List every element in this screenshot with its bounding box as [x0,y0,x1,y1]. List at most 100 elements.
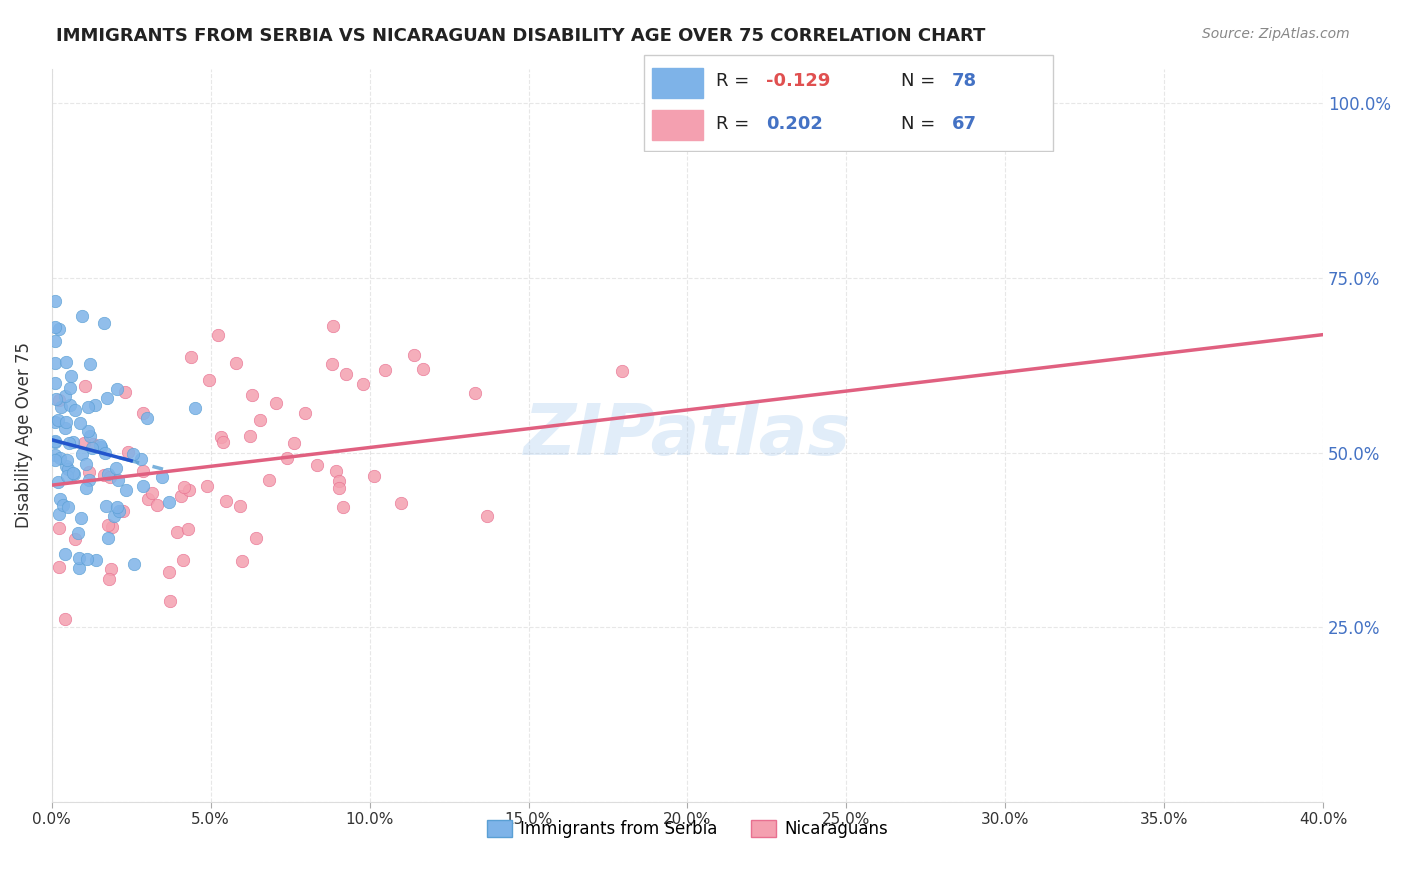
Point [44,434,66,449]
Point [82,437,104,451]
Point [59,369,82,384]
Point [49,451,72,466]
Point [79,465,101,479]
Text: N =: N = [901,115,941,133]
Point [132,406,155,420]
Point [96,391,118,405]
Point [84,553,107,567]
Point [475,508,498,523]
Text: R =: R = [716,115,755,133]
Point [97,572,120,586]
Point [173,480,195,494]
Text: ZIPatlas: ZIPatlas [524,401,851,469]
Point [77,424,100,438]
Point [53,420,76,434]
Y-axis label: Disability Age Over 75: Disability Age Over 75 [15,342,32,528]
Text: IMMIGRANTS FROM SERBIA VS NICARAGUAN DISABILITY AGE OVER 75 CORRELATION CHART: IMMIGRANTS FROM SERBIA VS NICARAGUAN DIS… [56,27,986,45]
Point [69,416,91,430]
Point [44,293,66,308]
Point [231,554,253,568]
Point [229,499,252,513]
Point [212,435,235,450]
Point [214,494,236,508]
Point [264,395,287,409]
Point [65,532,87,546]
Point [58,462,80,476]
Point [76,552,98,566]
Text: 0.202: 0.202 [766,115,823,133]
Point [129,452,152,467]
Point [141,486,163,500]
Point [97,517,120,532]
Point [374,363,396,377]
Point [63,467,86,481]
Point [177,522,200,536]
Point [67,551,90,566]
Point [97,467,120,482]
Point [150,470,173,484]
Point [195,479,218,493]
Point [97,531,120,545]
Point [328,475,350,489]
Point [63,403,86,417]
Point [46,413,69,427]
Bar [652,111,703,140]
Point [48,393,70,408]
Point [48,520,70,534]
Point [44,415,66,429]
Point [122,557,145,571]
Point [276,450,298,465]
Point [402,348,425,362]
Point [55,355,77,369]
Point [114,385,136,400]
Point [90,440,112,454]
Point [56,452,79,467]
Point [55,415,77,429]
Point [335,368,357,382]
Point [172,553,194,567]
Point [94,446,117,460]
Point [225,356,247,370]
Point [294,406,316,420]
Point [111,504,134,518]
Point [52,498,75,512]
Point [53,612,76,626]
Point [44,453,66,467]
Point [45,392,67,407]
Point [44,356,66,370]
Point [93,468,115,483]
Point [108,504,131,518]
Legend: Immigrants from Serbia, Nicaraguans: Immigrants from Serbia, Nicaraguans [481,813,894,845]
Point [136,492,159,507]
Point [157,565,180,579]
Point [79,357,101,371]
Point [180,350,202,364]
Point [245,531,267,545]
Point [322,318,344,333]
Point [249,412,271,426]
Text: 78: 78 [952,72,977,90]
Point [321,357,343,371]
Point [44,448,66,462]
Point [46,475,69,489]
Point [58,398,80,412]
Point [159,594,181,608]
Point [166,524,188,539]
Point [48,507,70,521]
Point [48,559,70,574]
Text: R =: R = [716,72,755,90]
Point [62,467,84,481]
Point [48,322,70,336]
Point [363,468,385,483]
Point [115,483,138,497]
Point [198,373,221,387]
Point [44,334,66,348]
Point [412,362,434,376]
Point [83,398,105,412]
Point [56,500,79,514]
Point [67,525,90,540]
Point [75,458,97,472]
Point [328,481,350,495]
Point [70,511,93,525]
Bar [652,68,703,98]
